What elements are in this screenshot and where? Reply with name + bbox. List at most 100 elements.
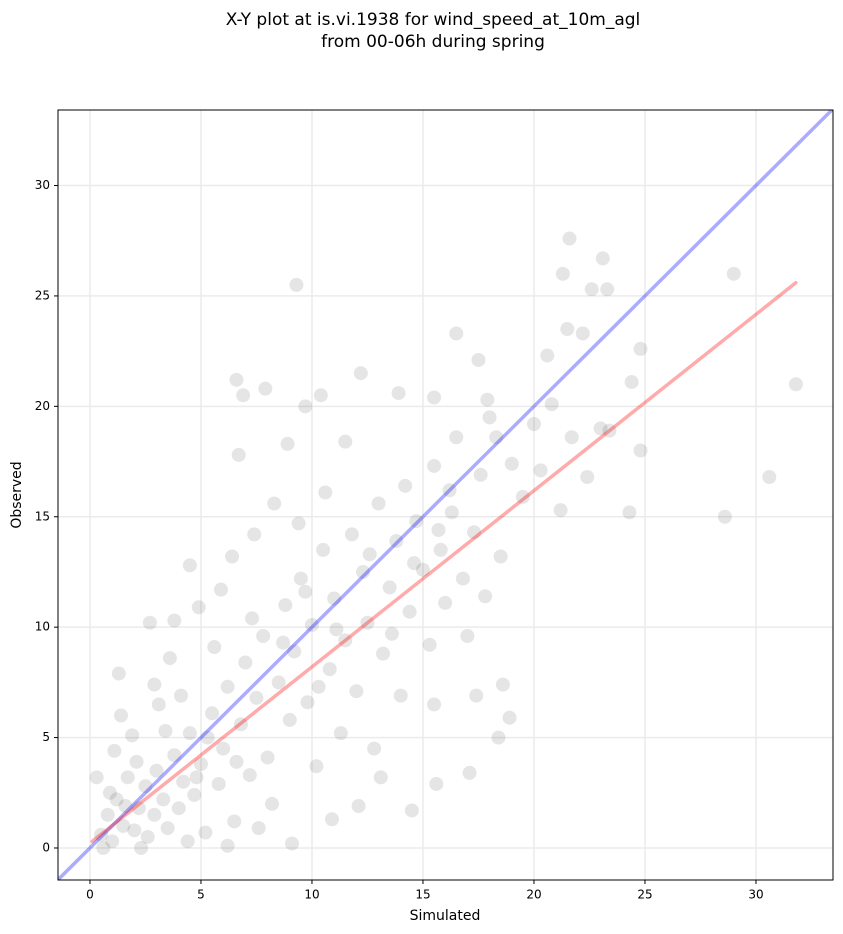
point [280,436,295,451]
x-axis-label: Simulated [410,908,481,924]
point [555,266,570,281]
point [333,726,348,741]
y-tick-label: 25 [35,288,50,302]
point [444,505,459,520]
point [220,679,235,694]
chart-title: X-Y plot at is.vi.1938 for wind_speed_at… [226,10,641,30]
fit-line [58,110,833,880]
point [267,496,282,511]
fit-line [90,280,798,844]
point [260,750,275,765]
point [427,390,442,405]
point [258,381,273,396]
plot-area [58,110,833,880]
point [149,763,164,778]
point [229,372,244,387]
point [393,688,408,703]
point [504,456,519,471]
point [311,679,326,694]
point [762,470,777,485]
x-tick-label: 5 [197,888,205,902]
point [127,823,142,838]
point [540,348,555,363]
point [116,818,131,833]
point [191,600,206,615]
point [171,801,186,816]
point [238,655,253,670]
point [455,571,470,586]
point [389,534,404,549]
y-tick-label: 20 [35,399,50,413]
point [271,675,286,690]
point [593,421,608,436]
point [265,796,280,811]
point [624,375,639,390]
point [433,542,448,557]
point [276,635,291,650]
point [94,827,109,842]
point [560,322,575,337]
point [278,598,293,613]
point [213,582,228,597]
point [382,580,397,595]
point [207,640,222,655]
point [249,690,264,705]
x-tick-label: 30 [748,888,763,902]
point [533,463,548,478]
chart-title: from 00-06h during spring [321,32,545,52]
point [233,717,248,732]
point [304,617,319,632]
point [313,388,328,403]
point [200,730,215,745]
point [384,626,399,641]
y-tick-label: 30 [35,178,50,192]
point [102,785,117,800]
point [147,677,162,692]
point [158,723,173,738]
point [111,666,126,681]
point [480,392,495,407]
x-tick-label: 10 [304,888,319,902]
point [353,366,368,381]
point [788,377,803,392]
point [220,838,235,853]
point [575,326,590,341]
point [553,503,568,518]
point [256,628,271,643]
y-tick-label: 15 [35,509,50,523]
point [600,282,615,297]
point [225,549,240,564]
point [205,706,220,721]
point [211,776,226,791]
point [227,814,242,829]
x-tick-label: 0 [86,888,94,902]
point [131,801,146,816]
point [622,505,637,520]
point [431,523,446,537]
point [289,277,304,292]
point [156,792,171,807]
point [142,615,157,630]
point [409,514,424,529]
point [338,434,353,449]
point [100,807,115,822]
point [89,770,104,785]
point [147,807,162,822]
point [120,770,135,785]
point [489,430,504,445]
point [356,564,371,579]
point [460,628,475,643]
point [469,688,484,703]
point [449,430,464,445]
point [105,834,120,849]
point [371,496,386,511]
point [316,542,331,557]
point [173,688,188,703]
x-tick-label: 25 [637,888,652,902]
point [109,792,124,807]
point [167,748,182,763]
point [726,266,741,281]
point [193,757,208,772]
point [114,708,129,723]
point [189,770,204,785]
